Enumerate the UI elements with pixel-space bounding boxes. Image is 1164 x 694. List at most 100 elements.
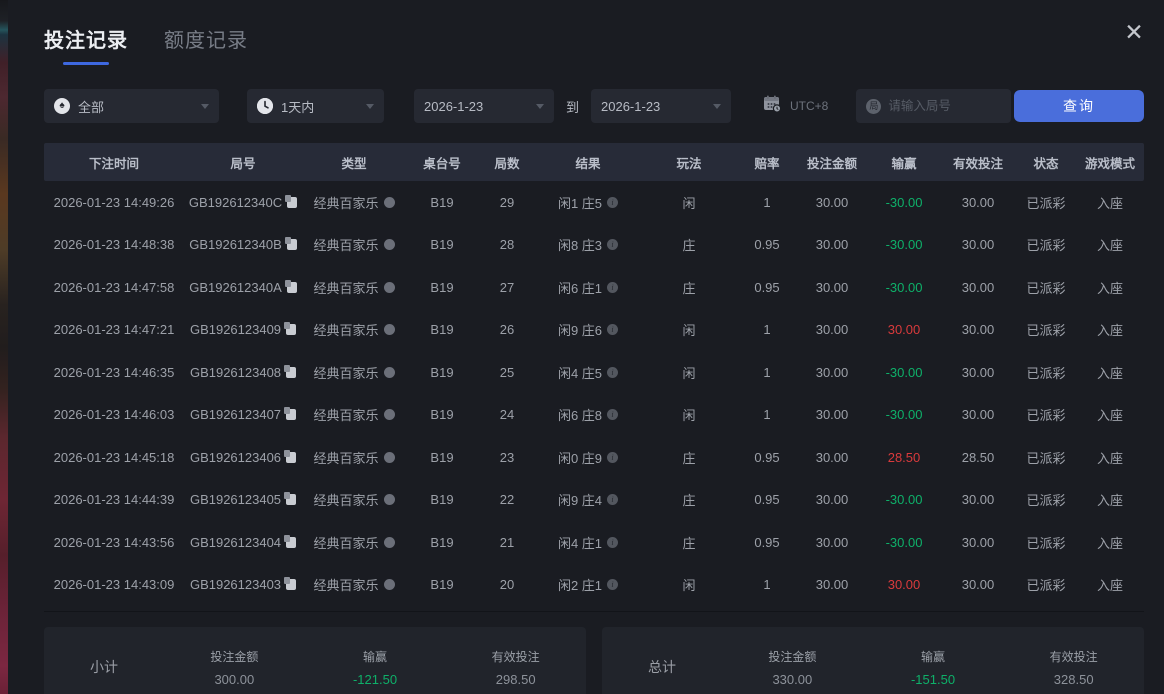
- payout-status: 已派彩: [1026, 535, 1066, 551]
- payout-status: 已派彩: [1026, 365, 1066, 381]
- payout-status: 已派彩: [1026, 408, 1066, 424]
- table-row: 2026-01-23 14:43:09 GB1926123403 经典百家乐 B…: [44, 564, 1144, 607]
- summary-section: 小计 投注金额 300.00 输赢 -121.50 有效投注 298.50: [44, 611, 1144, 694]
- column-header: 类型: [341, 156, 367, 171]
- game-type: 经典百家乐: [313, 238, 379, 254]
- game-mode: 入座: [1096, 535, 1123, 551]
- win-loss: -30.00: [885, 194, 923, 210]
- bet-amount: 30.00: [815, 279, 849, 295]
- game-type-badge-icon: [383, 196, 395, 208]
- round-count: 24: [499, 407, 515, 423]
- round-count: 23: [499, 449, 515, 465]
- info-icon[interactable]: i: [607, 196, 619, 208]
- copy-icon[interactable]: [284, 237, 297, 251]
- info-icon[interactable]: i: [607, 536, 619, 548]
- copy-icon[interactable]: [284, 577, 297, 591]
- info-icon[interactable]: i: [607, 366, 619, 378]
- copy-icon[interactable]: [285, 194, 298, 208]
- info-icon[interactable]: i: [607, 579, 619, 591]
- bet-time: 2026-01-23 14:49:26: [53, 194, 175, 210]
- stat-value: -121.50: [352, 671, 398, 687]
- game-type: 经典百家乐: [313, 450, 379, 466]
- time-range-select[interactable]: 1天内: [247, 89, 384, 123]
- round-count: 25: [499, 364, 515, 380]
- game-mode: 入座: [1096, 578, 1123, 594]
- play-type: 庄: [682, 493, 696, 509]
- copy-icon[interactable]: [284, 492, 297, 506]
- copy-icon[interactable]: [284, 449, 297, 463]
- play-type: 闲: [682, 195, 696, 211]
- bet-time: 2026-01-23 14:47:58: [53, 279, 175, 295]
- round-count: 26: [499, 322, 515, 338]
- bet-amount: 30.00: [815, 322, 849, 338]
- table-number: B19: [430, 364, 454, 380]
- valid-bet: 30.00: [961, 407, 995, 423]
- total-panel: 总计 投注金额 330.00 输赢 -151.50 有效投注 328.50: [602, 627, 1144, 694]
- copy-icon[interactable]: [284, 279, 297, 293]
- stat-value: 328.50: [1053, 671, 1094, 687]
- game-type-select[interactable]: ♠ 全部: [44, 89, 219, 123]
- round-id: GB192612340C: [188, 194, 283, 210]
- valid-bet: 30.00: [961, 364, 995, 380]
- table-number: B19: [430, 237, 454, 253]
- calendar-clock-icon: [763, 95, 782, 118]
- info-icon[interactable]: i: [607, 239, 619, 251]
- bet-amount: 30.00: [815, 364, 849, 380]
- game-type-badge-icon: [383, 281, 395, 293]
- game-mode: 入座: [1096, 493, 1123, 509]
- info-icon[interactable]: i: [607, 324, 619, 336]
- bet-time: 2026-01-23 14:43:56: [53, 534, 175, 550]
- game-type: 经典百家乐: [313, 493, 379, 509]
- game-result: 闲2 庄1: [557, 578, 603, 594]
- round-id: GB1926123405: [189, 492, 282, 508]
- game-type-value: 全部: [78, 99, 105, 115]
- close-icon[interactable]: ✕: [1124, 19, 1144, 45]
- round-count: 29: [499, 194, 515, 210]
- game-mode: 入座: [1096, 195, 1123, 211]
- valid-bet: 30.00: [961, 577, 995, 593]
- search-button[interactable]: 查询: [1014, 90, 1144, 122]
- game-type-badge-icon: [383, 324, 395, 336]
- info-icon[interactable]: i: [607, 451, 619, 463]
- bet-amount: 30.00: [815, 577, 849, 593]
- game-type: 经典百家乐: [313, 280, 379, 296]
- info-icon[interactable]: i: [607, 409, 619, 421]
- active-tab-underline: [63, 62, 109, 65]
- table-number: B19: [430, 534, 454, 550]
- subtotal-label: 小计: [90, 659, 118, 675]
- info-icon[interactable]: i: [607, 281, 619, 293]
- tab-quota-records[interactable]: 额度记录: [164, 24, 248, 53]
- date-from-select[interactable]: 2026-1-23: [414, 89, 554, 123]
- win-loss: 30.00: [887, 577, 921, 593]
- column-header: 下注时间: [88, 156, 139, 171]
- total-bet-amount: 投注金额 330.00: [722, 648, 863, 687]
- table-number: B19: [430, 449, 454, 465]
- game-type-badge-icon: [383, 366, 395, 378]
- table-number: B19: [430, 492, 454, 508]
- game-result: 闲4 庄1: [557, 535, 603, 551]
- total-label: 总计: [648, 659, 676, 675]
- play-type: 闲: [682, 408, 696, 424]
- copy-icon[interactable]: [284, 534, 297, 548]
- play-type: 闲: [682, 578, 696, 594]
- table-header-row: 下注时间 局号 类型 桌台号 局数 结果 玩法 赔率 投注金额 输赢 有效投注 状态 游戏模式: [44, 143, 1144, 181]
- subtotal-bet-amount: 投注金额 300.00: [164, 648, 305, 687]
- info-icon[interactable]: i: [607, 494, 619, 506]
- game-type-badge-icon: [383, 451, 395, 463]
- game-type-badge-icon: [383, 494, 395, 506]
- bet-time: 2026-01-23 14:48:38: [53, 237, 175, 253]
- column-header: 局数: [494, 156, 520, 171]
- copy-icon[interactable]: [284, 322, 297, 336]
- game-mode: 入座: [1096, 280, 1123, 296]
- game-type: 经典百家乐: [313, 365, 379, 381]
- stat-value: 300.00: [214, 671, 255, 687]
- date-to-select[interactable]: 2026-1-23: [591, 89, 732, 123]
- bet-records-modal: ✕ 投注记录 额度记录 ♠ 全部: [8, 0, 1164, 694]
- tab-bet-records-label: 投注记录: [44, 30, 128, 52]
- table-row: 2026-01-23 14:47:58 GB192612340A 经典百家乐 B…: [44, 266, 1144, 309]
- copy-icon[interactable]: [284, 407, 297, 421]
- game-mode: 入座: [1096, 450, 1123, 466]
- tab-bet-records[interactable]: 投注记录: [44, 24, 128, 65]
- round-number-input[interactable]: [888, 99, 999, 113]
- copy-icon[interactable]: [284, 364, 297, 378]
